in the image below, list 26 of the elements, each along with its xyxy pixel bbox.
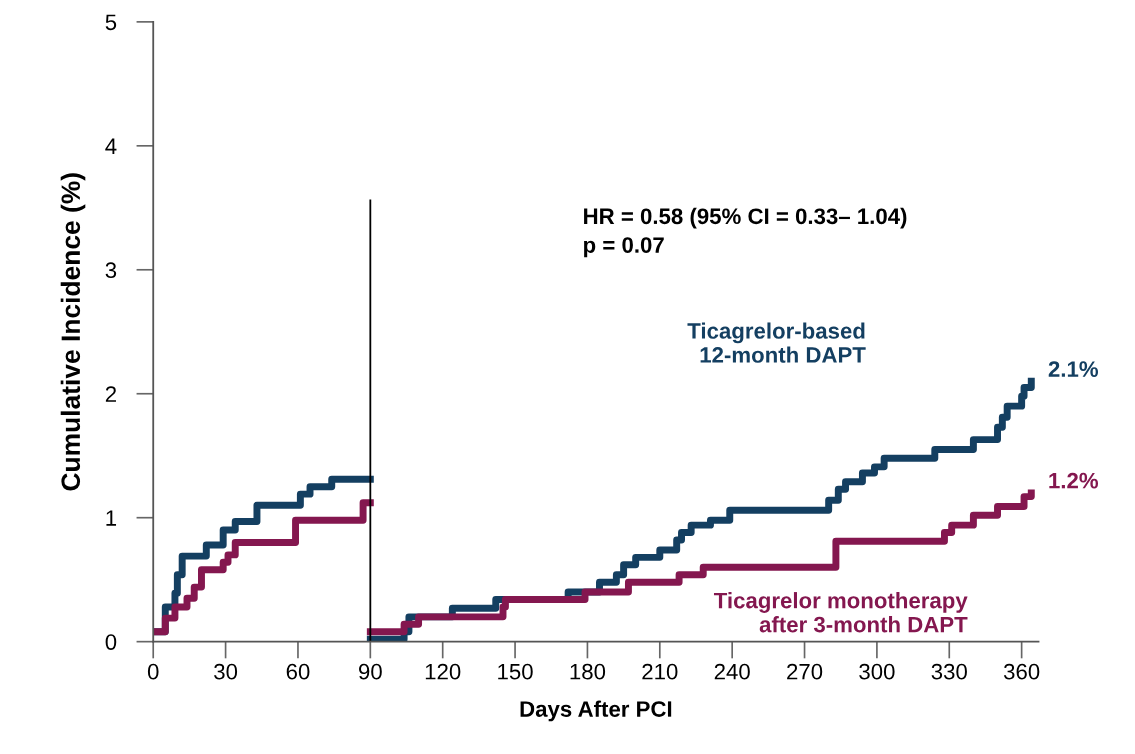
y-tick-label: 5 (105, 14, 117, 31)
x-tick-label: 30 (214, 663, 238, 680)
text: Ticagrelor monotherapy after 3-month DAPT (713, 592, 968, 633)
y-tick-label: 0 (105, 634, 117, 650)
annotation: 2.1% (1048, 361, 1099, 377)
x-tick-label: 0 (147, 663, 159, 680)
y-axis-title: Cumulative Incidence (%) (60, 173, 86, 491)
x-tick-label: 150 (498, 663, 533, 680)
annotation: HR = 0.58 (95% CI = 0.33– 1.04) p = 0.07 (584, 207, 907, 258)
x-tick-label: 360 (1003, 663, 1040, 680)
text: Ticagrelor-based 12-month DAPT (687, 322, 866, 363)
y-tick-label: 2 (105, 386, 116, 402)
y-tick-label: 4 (105, 138, 117, 154)
x-tick-label: 240 (714, 663, 750, 680)
x-axis-title: Days After PCI (520, 700, 672, 722)
y-tick-label: 3 (105, 262, 117, 279)
x-tick-label: 120 (425, 663, 461, 680)
annotation: 1.2% (1049, 472, 1099, 489)
x-tick-label: 60 (286, 663, 310, 680)
x-tick-label: 90 (359, 663, 382, 680)
y-tick-label: 1 (106, 510, 117, 526)
x-tick-label: 270 (787, 663, 823, 680)
x-tick-label: 330 (931, 663, 967, 680)
x-tick-label: 210 (642, 663, 678, 680)
x-tick-label: 180 (570, 663, 606, 680)
x-tick-label: 300 (859, 663, 895, 680)
